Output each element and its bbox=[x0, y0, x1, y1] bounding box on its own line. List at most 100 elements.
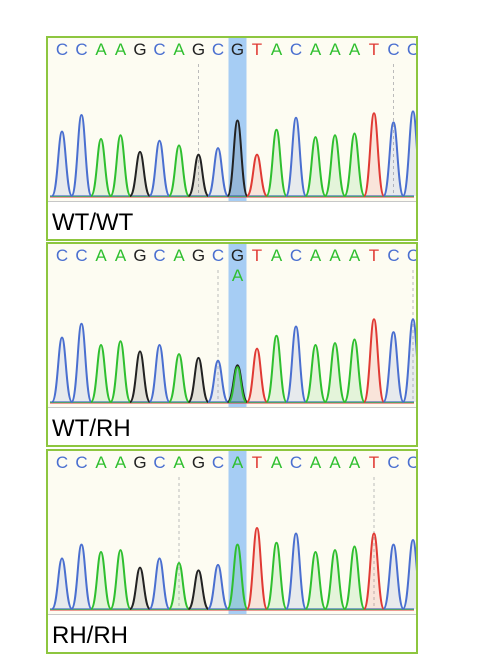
peak-G bbox=[226, 119, 249, 197]
base-call-letter: A bbox=[329, 40, 341, 59]
peak-C bbox=[70, 322, 93, 403]
peak-C bbox=[285, 325, 307, 403]
base-call-letter: C bbox=[290, 246, 302, 265]
base-call-letter: T bbox=[252, 453, 262, 472]
base-call-letter: C bbox=[212, 40, 224, 59]
base-call-letter: G bbox=[192, 453, 205, 472]
base-call-letter: C bbox=[153, 40, 165, 59]
base-call-letter: A bbox=[310, 246, 322, 265]
chromatogram-panel-wt-rh: CCAAGCAGCGTACAAATCCA WT/RH bbox=[46, 242, 418, 447]
base-call-letter: G bbox=[192, 246, 205, 265]
peak-C bbox=[207, 147, 229, 197]
peak-T bbox=[246, 527, 268, 610]
base-call-letter: G bbox=[133, 40, 146, 59]
base-call-letter: A bbox=[349, 453, 361, 472]
peak-A bbox=[168, 353, 190, 403]
peak-A bbox=[90, 550, 112, 610]
base-call-letter: A bbox=[310, 40, 322, 59]
base-call-letter: G bbox=[133, 453, 146, 472]
base-call-letter: C bbox=[290, 453, 302, 472]
peak-G bbox=[187, 569, 210, 610]
base-call-letter: G bbox=[231, 246, 244, 265]
base-call-letter: C bbox=[75, 453, 87, 472]
peak-A bbox=[168, 561, 190, 610]
peak-C bbox=[207, 563, 229, 610]
genotype-label: RH/RH bbox=[52, 622, 128, 649]
peak-G bbox=[129, 350, 151, 403]
base-call-letter: C bbox=[153, 453, 165, 472]
genotype-label: WT/WT bbox=[52, 209, 134, 236]
genotype-label: WT/RH bbox=[52, 415, 131, 442]
peak-A bbox=[324, 134, 346, 197]
peak-A bbox=[343, 545, 366, 610]
peak-C bbox=[382, 543, 405, 610]
peak-C bbox=[148, 139, 171, 197]
base-call-letter: C bbox=[212, 453, 224, 472]
base-call-letter: A bbox=[271, 246, 283, 265]
base-call-letter: A bbox=[173, 246, 185, 265]
peak-G bbox=[187, 153, 210, 197]
base-call-letter: G bbox=[133, 246, 146, 265]
base-call-letter: C bbox=[407, 40, 416, 59]
peak-A bbox=[90, 137, 112, 197]
peak-C bbox=[148, 343, 171, 403]
chromatogram-trace: CCAAGCAGCGTACAAATCCA bbox=[50, 244, 416, 409]
base-call-letter: C bbox=[387, 246, 399, 265]
base-call-letter: C bbox=[407, 246, 416, 265]
base-call-letter: A bbox=[173, 40, 185, 59]
peak-C bbox=[285, 532, 307, 610]
peak-C bbox=[402, 318, 416, 403]
peak-A bbox=[343, 338, 366, 403]
base-call-letter: C bbox=[387, 40, 399, 59]
peak-T bbox=[363, 318, 385, 403]
base-call-letter: A bbox=[329, 453, 341, 472]
base-call-letter: C bbox=[56, 40, 68, 59]
base-call-letter: A bbox=[349, 40, 361, 59]
label-strip: WT/WT bbox=[48, 201, 416, 239]
base-call-letter: A bbox=[329, 246, 341, 265]
base-call-letter: A bbox=[349, 246, 361, 265]
chromatogram-trace: CCAAGCAGCGTACAAATCC bbox=[50, 38, 416, 203]
peak-C bbox=[148, 557, 171, 610]
base-call-letter: A bbox=[271, 40, 283, 59]
base-call-letter: T bbox=[369, 246, 379, 265]
peak-A bbox=[324, 549, 346, 610]
base-call-letter: T bbox=[369, 453, 379, 472]
peak-A bbox=[265, 334, 288, 403]
peak-A bbox=[324, 342, 346, 403]
peak-C bbox=[382, 331, 405, 403]
base-call-letter: A bbox=[310, 453, 322, 472]
base-call-letter: A bbox=[173, 453, 185, 472]
peak-A bbox=[109, 549, 132, 610]
base-call-letter: A bbox=[232, 453, 244, 472]
chromatogram-panel-wt-wt: CCAAGCAGCGTACAAATCC WT/WT bbox=[46, 36, 418, 241]
peak-A bbox=[265, 541, 288, 610]
base-call-letter: T bbox=[252, 40, 262, 59]
base-call-letter: G bbox=[231, 40, 244, 59]
peak-C bbox=[285, 116, 307, 197]
peak-T bbox=[246, 347, 268, 403]
peak-T bbox=[363, 532, 385, 610]
label-strip: RH/RH bbox=[48, 614, 416, 652]
base-call-letter: A bbox=[95, 40, 107, 59]
base-call-letter: C bbox=[290, 40, 302, 59]
secondary-peak-A bbox=[227, 366, 248, 403]
peak-A bbox=[343, 132, 366, 197]
base-call-letter: A bbox=[95, 246, 107, 265]
base-call-letter: C bbox=[387, 453, 399, 472]
peak-C bbox=[51, 130, 73, 197]
peak-C bbox=[207, 359, 229, 403]
peak-A bbox=[304, 550, 327, 610]
base-call-letter: A bbox=[271, 453, 283, 472]
base-call-letter: C bbox=[153, 246, 165, 265]
base-call-letter: C bbox=[75, 246, 87, 265]
base-call-letter: A bbox=[115, 246, 127, 265]
peak-C bbox=[382, 121, 405, 197]
peak-A bbox=[109, 340, 132, 403]
label-strip: WT/RH bbox=[48, 407, 416, 445]
base-call-letter: T bbox=[369, 40, 379, 59]
peak-C bbox=[70, 543, 93, 610]
peak-T bbox=[363, 112, 385, 197]
highlight-column bbox=[228, 244, 247, 409]
peak-G bbox=[187, 356, 210, 403]
